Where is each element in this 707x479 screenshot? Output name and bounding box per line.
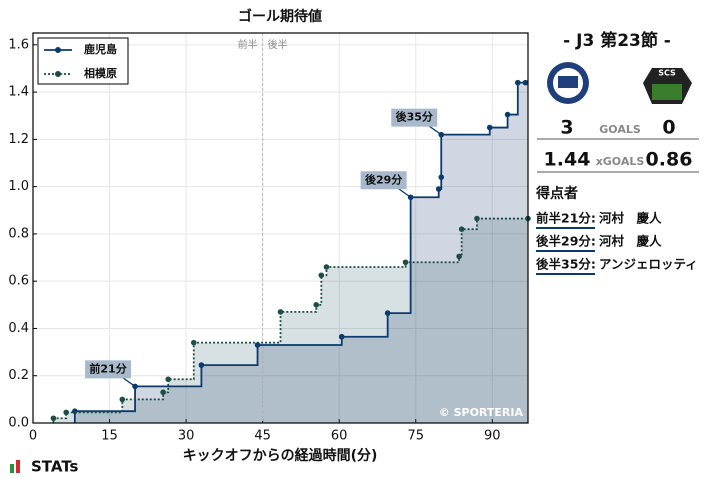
y-tick-label: 1.0	[8, 179, 29, 194]
shot-point	[198, 362, 205, 368]
scorers-title: 得点者	[535, 185, 578, 202]
shot-point	[323, 264, 330, 270]
scorer-time: 前半21分:	[536, 211, 596, 226]
shot-point	[313, 302, 320, 308]
x-tick-label: 90	[484, 429, 501, 444]
away-xg: 0.86	[646, 149, 693, 171]
legend-label: 相模原	[84, 66, 117, 80]
y-tick-label: 0.4	[8, 321, 29, 336]
y-tick-label: 1.4	[8, 85, 29, 100]
y-tick-label: 1.6	[8, 37, 29, 52]
x-tick-label: 75	[407, 429, 424, 444]
annotation-box	[360, 171, 407, 190]
x-tick-label: 60	[331, 429, 348, 444]
scorer-time: 後半29分:	[536, 234, 596, 249]
shot-point	[522, 79, 529, 86]
shot-point	[384, 310, 391, 316]
scorer-name: アンジェロッティ	[599, 257, 698, 272]
y-tick-label: 0.2	[8, 368, 29, 383]
watermark: © SPORTERIA	[439, 406, 524, 419]
shot-point	[458, 226, 465, 232]
y-tick-label: 0.6	[8, 274, 29, 289]
shot-point	[190, 339, 197, 346]
shot-point	[438, 174, 445, 180]
legend-dot	[55, 71, 61, 77]
shot-point	[456, 253, 462, 260]
area	[74, 82, 528, 424]
y-tick-label: 0.0	[8, 416, 29, 431]
away-logo: SCS	[643, 68, 692, 104]
shot-point	[338, 333, 345, 340]
scorer-name: 河村 慶人	[599, 211, 662, 226]
plot-frame	[32, 32, 529, 424]
shot-point	[63, 409, 69, 416]
shot-point	[277, 309, 284, 315]
annotation-text: 前21分	[89, 361, 126, 375]
scorer-time: 後半35分:	[536, 257, 596, 272]
shot-point	[50, 415, 57, 422]
scorer-name: 河村 慶人	[599, 234, 662, 249]
shot-point	[486, 124, 493, 131]
shot-point	[254, 342, 261, 348]
home-xg: 1.44	[544, 149, 591, 171]
goals-label: GOALS	[599, 123, 641, 136]
area	[53, 218, 528, 423]
legend-box	[37, 37, 129, 85]
round: - J3 第23節 -	[563, 30, 671, 51]
shot-point	[160, 389, 166, 396]
halftime-first: 前半	[238, 38, 258, 51]
shot-point	[165, 376, 172, 383]
x-tick-label: 45	[254, 429, 271, 444]
annotation-text: 後35分	[396, 110, 433, 124]
shot-point	[435, 186, 442, 192]
annotation-box	[85, 360, 132, 379]
home-logo	[547, 62, 589, 104]
shot-point	[318, 272, 325, 279]
home-goals: 3	[560, 117, 573, 139]
xg-label: xGOALS	[596, 155, 645, 168]
legend-dot	[55, 47, 61, 53]
legend-label: 鹿児島	[84, 42, 117, 56]
annotation-text: 後29分	[365, 172, 402, 186]
shot-point	[119, 396, 126, 403]
shot-point	[474, 215, 480, 222]
y-tick-label: 0.8	[8, 226, 29, 241]
halftime-second: 後半	[268, 38, 288, 51]
y-tick-label: 1.2	[8, 132, 29, 147]
shot-point	[514, 79, 521, 86]
away-logo-text: SCS	[658, 69, 676, 78]
away-goals: 0	[662, 117, 675, 139]
chart-title: ゴール期待値	[238, 8, 322, 25]
brand-logo: STATs	[10, 458, 79, 476]
shot-point	[402, 259, 409, 266]
shot-point	[504, 111, 511, 118]
x-tick-label: 0	[29, 429, 37, 444]
x-axis-label: キックオフからの経過時間(分)	[183, 447, 378, 464]
x-tick-label: 30	[178, 429, 195, 444]
x-tick-label: 15	[101, 429, 118, 444]
brand: STATs	[31, 458, 79, 476]
annotation-box	[391, 108, 438, 127]
